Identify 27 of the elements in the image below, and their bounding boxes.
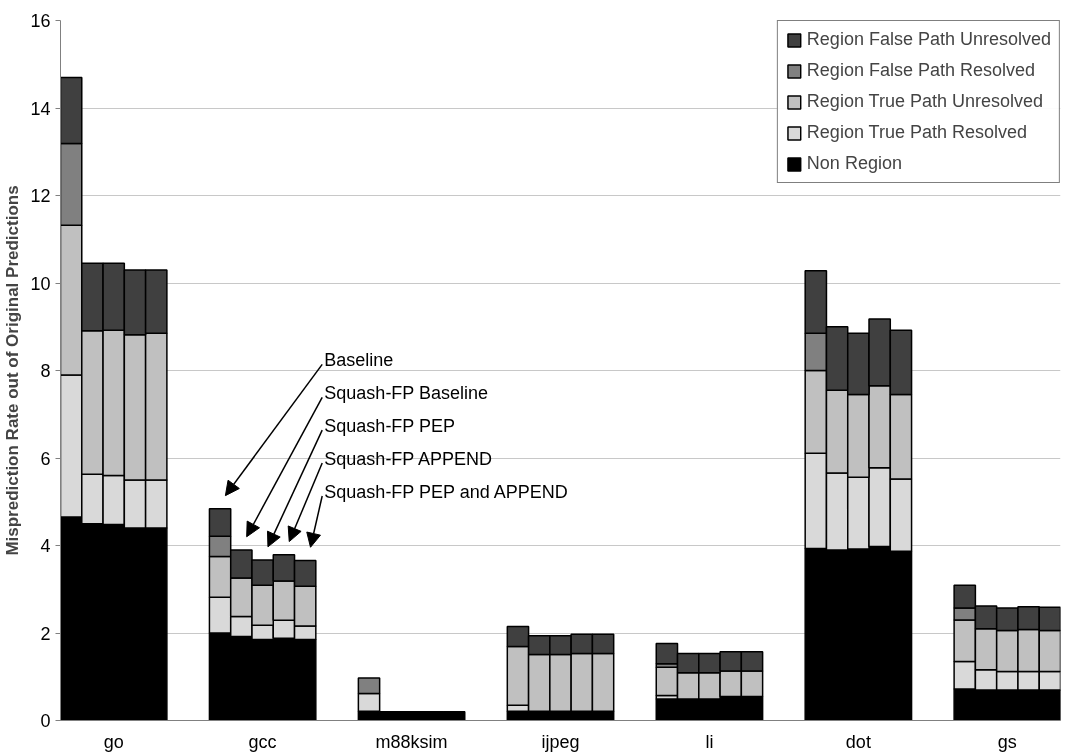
x-tick-label: go [103,731,124,752]
y-tick-label: 16 [30,11,51,31]
x-tick-label: li [705,731,714,752]
legend-label: Region False Path Resolved [806,60,1035,81]
y-tick-label: 4 [40,536,51,556]
y-tick-label: 8 [40,361,51,381]
y-tick-label: 2 [40,623,51,644]
x-tick-label: gs [997,731,1017,752]
x-tick-label: dot [845,731,871,752]
y-tick-label: 12 [30,186,51,206]
annotation: Squash-FP Baseline [324,382,489,403]
y-tick-label: 10 [30,273,51,294]
legend-label: Non Region [806,153,902,174]
legend-label: Region True Path Unresolved [806,91,1043,112]
x-tick-label: gcc [248,731,277,752]
annotation: Squash-FP PEP [324,415,456,436]
y-tick-label: 0 [40,711,51,731]
annotation: Squash-FP APPEND [324,448,493,469]
legend-label: Region True Path Resolved [806,122,1027,143]
annotation: Baseline [324,350,394,370]
x-tick-label: m88ksim [375,731,448,752]
y-tick-label: 14 [30,98,51,119]
legend-label: Region False Path Unresolved [806,29,1051,50]
annotation: Squash-FP PEP and APPEND [324,481,568,502]
y-tick-label: 6 [40,448,51,469]
x-tick-label: ijpeg [541,731,580,752]
y-axis-title: Misprediction Rate out of Original Predictions [3,185,23,556]
